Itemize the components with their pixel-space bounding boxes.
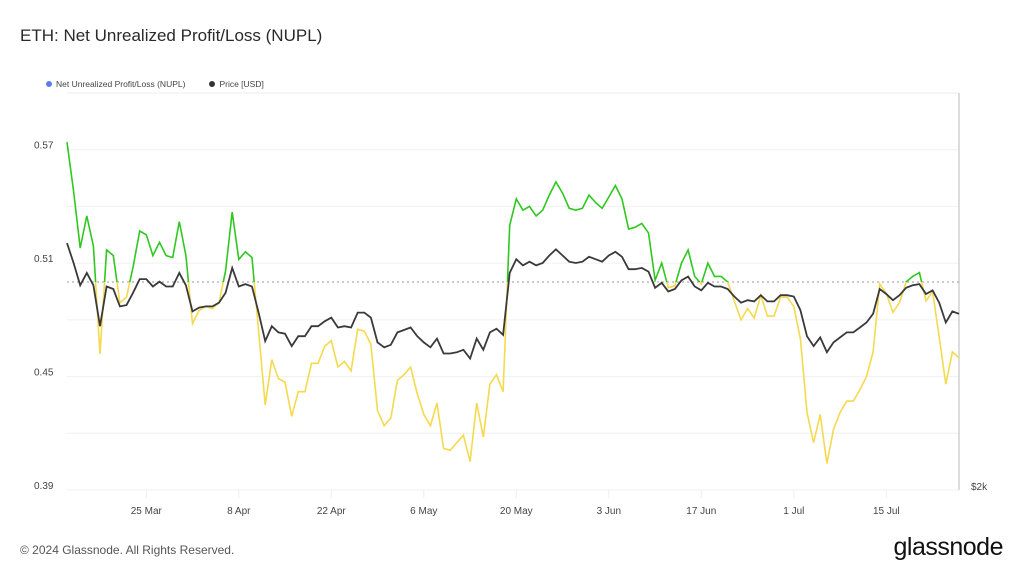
- y-tick-label: 0.39: [34, 481, 54, 492]
- x-tick-label: 3 Jun: [597, 506, 621, 517]
- x-tick-label: 25 Mar: [131, 506, 163, 517]
- y-tick-label: 0.45: [34, 368, 54, 379]
- y-axis-left: 0.57 0.51 0.45 0.39: [34, 141, 54, 492]
- y2-tick-label: $2k: [971, 482, 988, 493]
- grid-lines: [67, 149, 959, 491]
- glassnode-logo: glassnode: [893, 533, 1004, 561]
- y-tick-label: 0.57: [34, 141, 54, 152]
- legend-label-price: Price [USD]: [219, 79, 264, 89]
- x-tick-label: 15 Jul: [873, 506, 900, 517]
- x-axis: 25 Mar 8 Apr 22 Apr 6 May 20 May 3 Jun 17 Jun 1…: [131, 490, 900, 517]
- chart-title: ETH: Net Unrealized Profit/Loss (NUPL): [20, 26, 323, 45]
- x-tick-label: 22 Apr: [317, 506, 347, 517]
- y-tick-label: 0.51: [34, 254, 54, 265]
- x-tick-label: 17 Jun: [686, 506, 716, 517]
- nupl-series-line-above-threshold: [66, 142, 923, 283]
- x-tick-label: 8 Apr: [227, 506, 251, 517]
- nupl-series-line-below-threshold: [94, 282, 960, 464]
- copyright-footer: © 2024 Glassnode. All Rights Reserved.: [20, 543, 235, 557]
- legend-dot-nupl-icon: [46, 81, 52, 87]
- x-tick-label: 1 Jul: [783, 506, 804, 517]
- legend-label-nupl: Net Unrealized Profit/Loss (NUPL): [56, 79, 186, 89]
- legend: Net Unrealized Profit/Loss (NUPL) Price …: [46, 79, 264, 89]
- legend-item-price[interactable]: Price [USD]: [209, 79, 264, 89]
- x-tick-label: 20 May: [500, 506, 533, 517]
- legend-dot-price-icon: [209, 81, 216, 87]
- legend-item-nupl[interactable]: Net Unrealized Profit/Loss (NUPL): [46, 79, 185, 89]
- x-tick-label: 6 May: [410, 506, 437, 517]
- price-series-line: [66, 242, 960, 361]
